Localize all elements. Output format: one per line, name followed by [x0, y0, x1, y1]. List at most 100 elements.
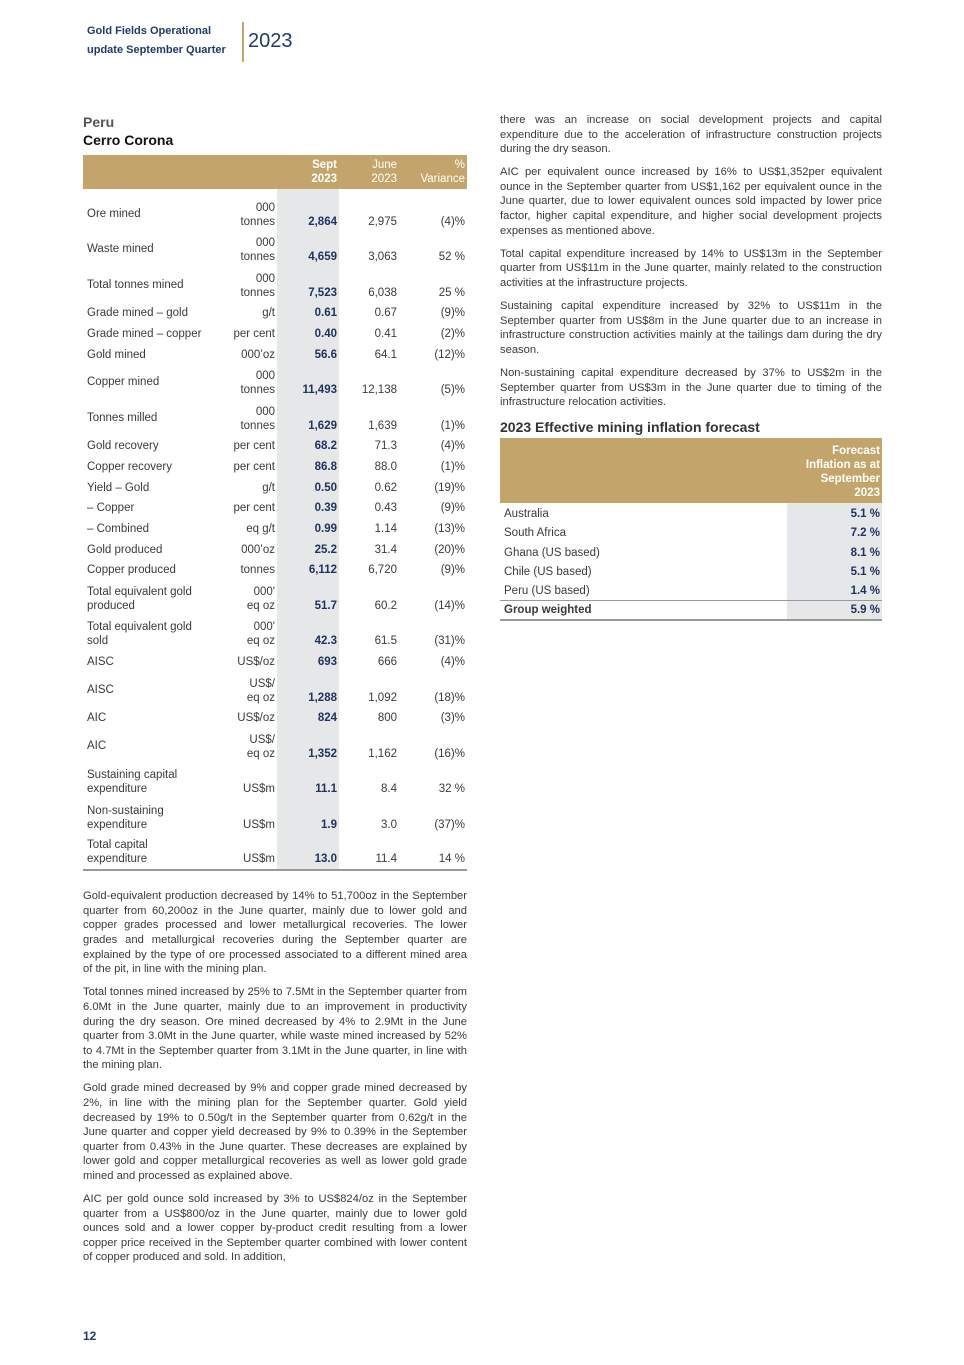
sept-value: 0.50: [277, 476, 339, 498]
row-unit: US$m: [243, 818, 275, 831]
june-value: 666: [377, 656, 397, 669]
table-row: Tonnes milled 000 tonnes 1,629 1,639 (1)%: [83, 400, 467, 436]
variance-value: (1)%: [440, 419, 465, 432]
table-row: Grade mined – gold g/t 0.61 0.67 (9)%: [83, 302, 467, 324]
row-unit: g/t: [262, 307, 275, 320]
sept-value: 56.6: [277, 343, 339, 365]
sept-value: 824: [277, 707, 339, 729]
variance-value: 32 %: [438, 783, 465, 796]
variance-value: (31)%: [434, 635, 465, 648]
june-value: 0.62: [374, 481, 397, 494]
june-value: 61.5: [374, 635, 397, 648]
sept-value: 11.1: [277, 763, 339, 800]
row-unit: 000' eq oz: [246, 621, 275, 648]
row-label: Grade mined – copper: [87, 327, 202, 340]
table-row: Total equivalent gold produced 000' eq oz…: [83, 580, 467, 616]
variance-value: (19)%: [434, 481, 465, 494]
june-value: 12,138: [361, 384, 397, 397]
sept-value: 0.99: [277, 518, 339, 539]
table-row: Ore mined 000 tonnes 2,864 2,975 (4)%: [83, 196, 467, 232]
table-row: Total tonnes mined 000 tonnes 7,523 6,038…: [83, 267, 467, 303]
table-row: Copper mined 000 tonnes 11,493 12,138 (5)…: [83, 364, 467, 401]
row-unit: tonnes: [240, 564, 275, 577]
variance-value: (18)%: [434, 691, 465, 704]
sept-value: 6,112: [277, 559, 339, 581]
total-label: Group weighted: [500, 600, 787, 622]
sept-value: 1,288: [277, 672, 339, 708]
variance-value: (4)%: [440, 440, 465, 453]
june-value: 64.1: [374, 348, 397, 361]
country-label: Australia: [504, 507, 549, 520]
paragraph: Gold-equivalent production decreased by …: [83, 890, 467, 976]
variance-value: (16)%: [434, 747, 465, 760]
sept-value: 86.8: [277, 456, 339, 477]
june-value: 11.4: [339, 834, 399, 872]
table-row: AIC US$/oz 824 800 (3)%: [83, 707, 467, 729]
table-row: Total equivalent gold sold 000' eq oz 42.…: [83, 615, 467, 652]
col-variance: % Variance: [399, 155, 467, 189]
june-value: 88.0: [374, 460, 397, 473]
sept-value: 1,629: [277, 400, 339, 436]
sept-value: 13.0: [277, 834, 339, 872]
page-number: 12: [83, 1329, 97, 1343]
sept-value: 51.7: [277, 580, 339, 616]
row-unit: per cent: [233, 327, 275, 340]
row-unit: US$m: [243, 783, 275, 796]
table-row: AISC US$/eq oz 1,288 1,092 (18)%: [83, 672, 467, 708]
june-value: 800: [377, 712, 397, 725]
row-unit: per cent: [233, 460, 275, 473]
inflation-heading: 2023 Effective mining inflation forecast: [500, 419, 760, 436]
variance-value: (4)%: [440, 656, 465, 669]
row-label: Total capital expenditure: [83, 834, 211, 872]
paragraph: Non-sustaining capital expenditure decre…: [500, 366, 882, 409]
country-label: South Africa: [504, 527, 567, 540]
variance-value: (4)%: [440, 215, 465, 228]
row-unit: per cent: [233, 502, 275, 515]
paragraph: there was an increase on social developm…: [500, 114, 882, 156]
country-label: Peru (US based): [504, 585, 590, 598]
sept-value: 1,352: [277, 728, 339, 764]
june-value: 1,162: [368, 747, 397, 760]
sept-value: 0.40: [277, 323, 339, 344]
sept-value: 42.3: [277, 615, 339, 652]
row-label: Gold mined: [87, 348, 146, 361]
report-title: Gold Fields Operational update September …: [87, 25, 226, 56]
paragraph: Total tonnes mined increased by 25% to 7…: [83, 986, 467, 1072]
row-unit: US$/oz: [237, 712, 275, 725]
sept-value: 7,523: [277, 267, 339, 303]
sept-value: 11,493: [277, 364, 339, 401]
sept-value: 2,864: [277, 196, 339, 232]
page-header: Gold Fields Operational update September …: [87, 22, 293, 62]
table-row: AIC US$/eq oz 1,352 1,162 (16)%: [83, 728, 467, 764]
table-row: – Copper per cent 0.39 0.43 (9)%: [83, 497, 467, 519]
june-value: 6,038: [368, 286, 397, 299]
paragraph: AIC per gold ounce sold increased by 3% …: [83, 1193, 467, 1264]
row-label: Ore mined: [87, 207, 141, 220]
row-unit: US$/eq oz: [246, 733, 275, 760]
row-label: Gold produced: [87, 543, 163, 556]
june-value: 31.4: [374, 543, 397, 556]
variance-value: 52 %: [438, 251, 465, 263]
sept-value: 0.61: [277, 302, 339, 324]
june-value: 60.2: [374, 599, 397, 612]
left-column: Peru Cerro Corona Sept 2023 June 2023 % Var…: [83, 113, 467, 1274]
row-label: Yield – Gold: [87, 481, 150, 494]
paragraph: AIC per equivalent ounce increased by 16…: [500, 166, 882, 237]
sept-value: 68.2: [277, 435, 339, 457]
col-june: June 2023: [339, 155, 399, 189]
total-value: 5.9 %: [787, 600, 882, 622]
country-label: Chile (US based): [504, 566, 592, 579]
paragraph: Total capital expenditure increased by 1…: [500, 247, 882, 289]
row-unit: eq g/t: [246, 523, 275, 535]
row-label: Non-sustaining expenditure: [87, 804, 164, 831]
june-value: 0.41: [374, 327, 397, 340]
col-forecast: Forecast Inflation as at September 2023: [787, 438, 882, 504]
left-text: Gold-equivalent production decreased by …: [83, 889, 467, 1265]
table-row: AISC US$/oz 693 666 (4)%: [83, 651, 467, 673]
row-unit: 000 tonnes: [240, 201, 275, 228]
row-unit: US$/eq oz: [246, 677, 275, 704]
table-row: Ghana (US based) 8.1 %: [500, 542, 882, 562]
june-value: 8.4: [381, 783, 397, 796]
paragraph: Sustaining capital expenditure increased…: [500, 300, 882, 356]
inflation-value: 5.1 %: [787, 561, 882, 582]
